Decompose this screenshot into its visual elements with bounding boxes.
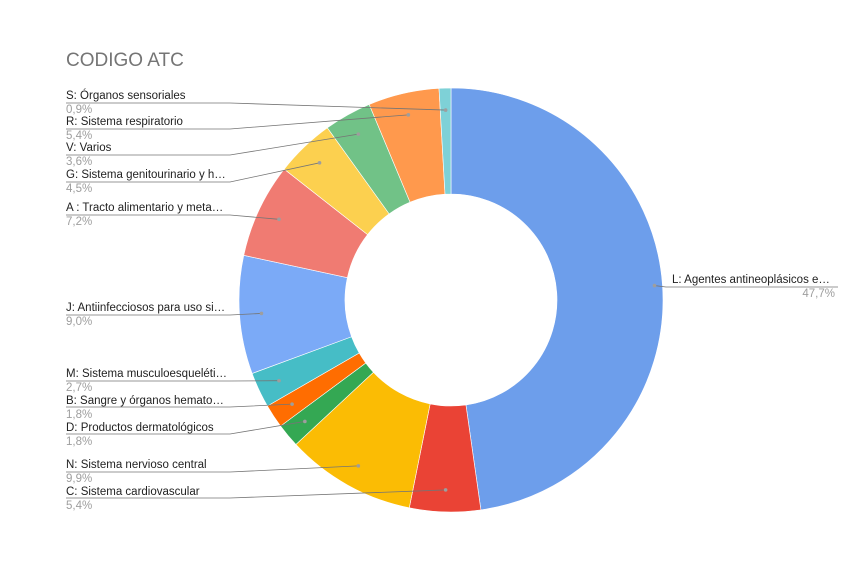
slice-l (450, 87, 664, 511)
leader-line-g (66, 162, 320, 183)
slice-label-j: J: Antiinfecciosos para uso si… (66, 302, 225, 314)
leader-dot-a (277, 217, 281, 222)
labels-group: L: Agentes antineoplásicos e… 47,7% C: Sis… (66, 89, 835, 512)
slice-percent-m: 2,7% (66, 382, 92, 394)
slice-percent-b: 1,8% (66, 409, 92, 421)
slices-group (238, 87, 664, 513)
slice-label-d: D: Productos dermatológicos (66, 422, 214, 434)
slice-label-n: N: Sistema nervioso central (66, 459, 207, 471)
slice-s (438, 87, 452, 195)
slice-percent-s: 0,9% (66, 104, 92, 116)
leader-lines-group (66, 102, 838, 499)
slice-percent-d: 1,8% (66, 436, 92, 448)
slice-label-v: V: Varios (66, 142, 112, 154)
chart-title: CODIGO ATC (66, 50, 184, 71)
leader-dot-r (406, 113, 411, 117)
slice-label-b: B: Sangre y órganos hemato… (66, 395, 224, 407)
leader-line-a (66, 214, 280, 220)
leader-line-r (66, 114, 409, 130)
slice-percent-n: 9,9% (66, 473, 92, 485)
slice-percent-g: 4,5% (66, 183, 92, 195)
slice-percent-a: 7,2% (66, 216, 92, 228)
slice-label-l: L: Agentes antineoplásicos e… (672, 274, 830, 286)
slice-percent-v: 3,6% (66, 156, 92, 168)
leader-line-v (66, 133, 359, 156)
slice-label-c: C: Sistema cardiovascular (66, 486, 200, 498)
slice-percent-r: 5,4% (66, 130, 92, 142)
leader-dot-n (356, 464, 361, 468)
slice-label-r: R: Sistema respiratorio (66, 116, 183, 128)
leader-line-n (66, 465, 359, 473)
slice-percent-c: 5,4% (66, 500, 92, 512)
slice-label-a: A : Tracto alimentario y meta… (66, 202, 223, 214)
leader-dot-g (317, 161, 322, 165)
leader-dot-b (290, 402, 294, 406)
leader-dot-v (356, 132, 361, 136)
slice-label-m: M: Sistema musculoesqueléti… (66, 368, 227, 380)
slice-percent-j: 9,0% (66, 316, 92, 328)
leader-line-s (66, 102, 446, 111)
slice-label-g: G: Sistema genitourinario y h… (66, 169, 226, 181)
leader-dot-m (277, 378, 281, 383)
leader-line-j (66, 313, 262, 316)
leader-dot-j (259, 311, 264, 316)
slice-percent-l: 47,7% (802, 288, 835, 300)
leader-dot-l (652, 283, 657, 288)
leader-line-b (66, 403, 293, 408)
leader-line-l (654, 285, 838, 288)
leader-dot-c (443, 488, 448, 492)
leader-dot-d (303, 419, 307, 424)
leader-line-d (66, 421, 305, 435)
slice-label-s: S: Órganos sensoriales (66, 89, 186, 102)
leader-dot-s (443, 108, 448, 112)
leader-line-c (66, 489, 446, 499)
